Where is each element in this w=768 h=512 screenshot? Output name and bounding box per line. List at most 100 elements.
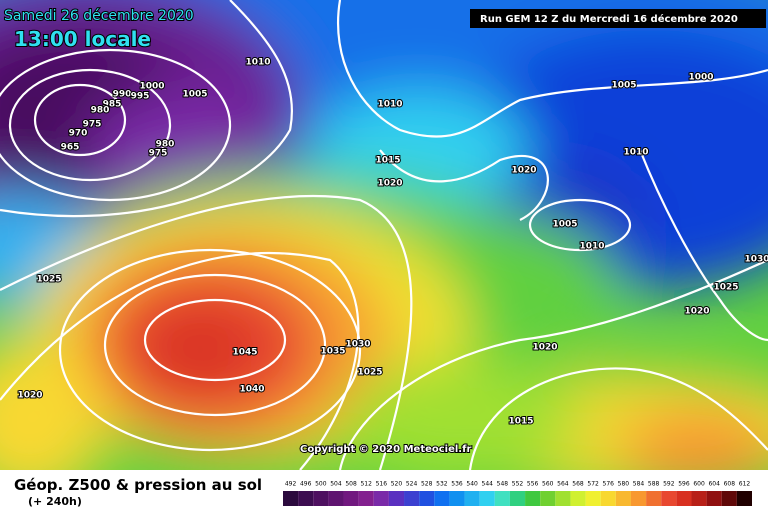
isobar-label: 970 — [69, 129, 88, 139]
scale-label: 508 — [345, 481, 357, 488]
isobar-label: 1000 — [139, 82, 164, 92]
isobar-label: 1010 — [623, 148, 648, 158]
scale-label: 516 — [376, 481, 388, 488]
field-blob — [0, 340, 110, 470]
isobar-label: 1030 — [744, 255, 768, 265]
copyright: Copyright © 2020 Meteociel.fr — [300, 444, 471, 455]
scale-swatch — [298, 491, 314, 506]
run-box — [470, 9, 766, 28]
scale-swatch — [525, 491, 541, 506]
scale-label: 524 — [406, 481, 418, 488]
scale-swatch — [736, 491, 752, 506]
isobar — [0, 48, 232, 202]
isobar-label: 1030 — [345, 340, 370, 350]
scale-label: 540 — [466, 481, 478, 488]
scale-label: 504 — [330, 481, 342, 488]
isobar-label: 1020 — [17, 391, 42, 401]
isobar-label: 1005 — [182, 90, 207, 100]
isobar-label: 1015 — [375, 156, 400, 166]
scale-label: 580 — [618, 481, 630, 488]
isobar-label: 1010 — [579, 242, 604, 252]
scale-label: 584 — [633, 481, 645, 488]
scale-swatch — [404, 491, 420, 506]
isobar — [0, 194, 413, 470]
isobar-label: 1020 — [511, 166, 536, 176]
isobar-label: 1005 — [552, 220, 577, 230]
scale-swatch — [358, 491, 374, 506]
isobar — [338, 258, 768, 470]
isobar-label: 1020 — [684, 307, 709, 317]
isobar-label: 1010 — [245, 58, 270, 68]
scale-label: 600 — [693, 481, 705, 488]
isobars — [0, 0, 768, 470]
scale-swatch — [509, 491, 526, 506]
isobar-label: 1040 — [239, 385, 264, 395]
scale-label: 512 — [360, 481, 372, 488]
scale-swatch — [328, 491, 344, 506]
scale-label: 532 — [436, 481, 448, 488]
field-blob — [340, 360, 580, 470]
isobar-label: 980 — [156, 140, 175, 150]
scale-label: 612 — [739, 481, 751, 488]
isobar-label: 985 — [103, 100, 122, 110]
run-info: Run GEM 12 Z du Mercredi 16 décembre 202… — [480, 13, 738, 25]
isobar-label: 1025 — [357, 368, 382, 378]
field-layers — [0, 0, 768, 470]
scale-swatch — [464, 491, 480, 506]
isobar-label: 1000 — [688, 73, 713, 83]
scale-label: 492 — [285, 481, 297, 488]
isobar-label: 980 — [91, 106, 110, 116]
isobar — [468, 367, 768, 470]
scale-swatch — [555, 491, 571, 506]
field-blob — [620, 410, 768, 470]
scale-swatch — [419, 491, 435, 506]
isobar — [58, 248, 362, 452]
isobar — [638, 149, 768, 342]
scale-label: 608 — [724, 481, 736, 488]
scale-swatch — [313, 491, 329, 506]
isobar-label: 965 — [61, 143, 80, 153]
scale-label: 592 — [663, 481, 675, 488]
scale-swatch — [676, 491, 692, 506]
scale-label: 536 — [451, 481, 463, 488]
scale-swatch — [343, 491, 359, 506]
scale-swatch — [706, 491, 722, 506]
isobar — [8, 68, 172, 182]
isobar-label: 1025 — [713, 283, 738, 293]
scale-label: 496 — [300, 481, 312, 488]
isobar-label: 1010 — [377, 100, 402, 110]
scale-label: 520 — [391, 481, 403, 488]
isobar — [143, 298, 287, 382]
isobar-label: 990 — [113, 90, 132, 100]
isobar — [33, 83, 127, 157]
scale-swatch — [646, 491, 662, 506]
isobar-label: 975 — [149, 149, 168, 159]
scale-swatch — [630, 491, 647, 506]
legend-title: Géop. Z500 & pression au sol — [14, 476, 262, 494]
scale-swatch — [721, 491, 737, 506]
isobar — [0, 0, 293, 218]
isobar-label: 1035 — [320, 347, 345, 357]
isobar-label: 1005 — [611, 81, 636, 91]
map-date: Samedi 26 décembre 2020 — [4, 8, 194, 24]
scale-label: 548 — [497, 481, 509, 488]
scale-swatch — [540, 491, 556, 506]
scale-label: 500 — [315, 481, 327, 488]
scale-swatch — [585, 491, 601, 506]
scale-label: 564 — [557, 481, 569, 488]
scale-label: 544 — [482, 481, 494, 488]
scale-label: 568 — [572, 481, 584, 488]
scale-label: 572 — [587, 481, 599, 488]
isobar-label: 1025 — [36, 275, 61, 285]
isobar — [103, 273, 327, 417]
map-time: 13:00 locale — [14, 27, 151, 51]
scale-swatch — [449, 491, 465, 506]
scale-swatch — [283, 491, 299, 506]
scale-swatch — [691, 491, 707, 506]
isobar-label: 1045 — [232, 348, 257, 358]
scale-swatch — [615, 491, 631, 506]
isobar-label: 1015 — [508, 417, 533, 427]
isobar — [528, 198, 632, 252]
scale-label: 604 — [708, 481, 720, 488]
